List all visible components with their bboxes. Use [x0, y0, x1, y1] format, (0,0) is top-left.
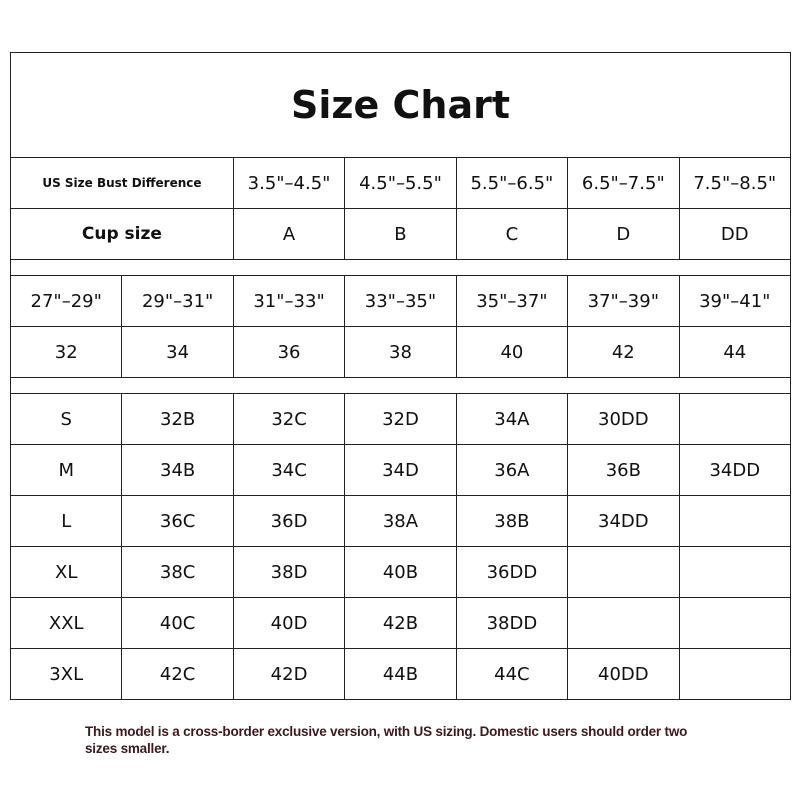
- size-row: L 36C 36D 38A 38B 34DD: [9, 495, 792, 547]
- band-size-cell: 44: [678, 326, 792, 378]
- bust-difference-cell: 3.5"–4.5": [232, 157, 346, 209]
- size-label-cell: M: [9, 444, 123, 496]
- size-cell: 36D: [232, 495, 346, 547]
- size-cell: 30DD: [567, 393, 680, 445]
- size-cell: 36C: [121, 495, 234, 547]
- cup-size-cell: DD: [678, 208, 792, 260]
- size-cell: 36B: [567, 444, 680, 496]
- size-cell: 40DD: [567, 648, 680, 700]
- size-chart-table: Size Chart US Size Bust Difference 3.5"–4…: [9, 52, 792, 700]
- size-cell: 34B: [121, 444, 234, 496]
- size-label-cell: L: [9, 495, 123, 547]
- band-size-cell: 38: [344, 326, 457, 378]
- size-cell: 34D: [344, 444, 457, 496]
- size-row: 3XL 42C 42D 44B 44C 40DD: [9, 648, 792, 700]
- size-cell: 38A: [344, 495, 457, 547]
- size-cell: 32D: [344, 393, 457, 445]
- size-label-cell: XL: [9, 546, 123, 598]
- size-cell: 44B: [344, 648, 457, 700]
- band-size-cell: 40: [455, 326, 569, 378]
- size-cell: 42D: [232, 648, 346, 700]
- size-cell: 36A: [455, 444, 569, 496]
- bust-difference-cell: 5.5"–6.5": [455, 157, 569, 209]
- cup-size-label: Cup size: [10, 208, 234, 260]
- band-size-cell: 42: [567, 326, 680, 378]
- band-range-cell: 27"–29": [9, 275, 123, 327]
- cup-size-cell: A: [232, 208, 346, 260]
- size-cell: [567, 546, 680, 598]
- band-size-cell: 32: [9, 326, 123, 378]
- band-range-cell: 37"–39": [567, 275, 680, 327]
- size-cell: [678, 495, 792, 547]
- size-cell: 40C: [121, 597, 234, 649]
- cup-size-cell: D: [567, 208, 680, 260]
- bust-difference-cell: 7.5"–8.5": [678, 157, 792, 209]
- band-range-cell: 29"–31": [121, 275, 234, 327]
- chart-title: Size Chart: [10, 52, 791, 158]
- size-cell: 44C: [455, 648, 569, 700]
- spacer-row: [10, 259, 791, 276]
- size-row: M 34B 34C 34D 36A 36B 34DD: [9, 444, 792, 496]
- size-cell: [678, 393, 792, 445]
- size-cell: [678, 648, 792, 700]
- size-cell: 34C: [232, 444, 346, 496]
- bust-difference-cell: 4.5"–5.5": [344, 157, 457, 209]
- size-cell: 38C: [121, 546, 234, 598]
- sizing-note: This model is a cross-border exclusive v…: [85, 724, 688, 756]
- size-cell: [678, 597, 792, 649]
- size-cell: 32B: [121, 393, 234, 445]
- size-cell: 42B: [344, 597, 457, 649]
- size-label-cell: S: [9, 393, 123, 445]
- size-cell: 38DD: [455, 597, 569, 649]
- size-cell: 34DD: [678, 444, 792, 496]
- cup-size-cell: C: [455, 208, 569, 260]
- band-range-cell: 39"–41": [678, 275, 792, 327]
- size-label-cell: XXL: [9, 597, 123, 649]
- band-size-cell: 34: [121, 326, 234, 378]
- band-size-cell: 36: [232, 326, 346, 378]
- band-range-cell: 35"–37": [455, 275, 569, 327]
- spacer-row: [10, 377, 791, 394]
- band-range-cell: 31"–33": [232, 275, 346, 327]
- size-label-cell: 3XL: [9, 648, 123, 700]
- size-cell: 36DD: [455, 546, 569, 598]
- size-row: XXL 40C 40D 42B 38DD: [9, 597, 792, 649]
- size-cell: 38D: [232, 546, 346, 598]
- size-cell: [678, 546, 792, 598]
- size-row: S 32B 32C 32D 34A 30DD: [9, 393, 792, 445]
- cup-size-cell: B: [344, 208, 457, 260]
- size-cell: 34A: [455, 393, 569, 445]
- size-cell: 32C: [232, 393, 346, 445]
- size-row: XL 38C 38D 40B 36DD: [9, 546, 792, 598]
- size-cell: 40D: [232, 597, 346, 649]
- size-cell: 34DD: [567, 495, 680, 547]
- size-cell: [567, 597, 680, 649]
- size-cell: 40B: [344, 546, 457, 598]
- bust-difference-label: US Size Bust Difference: [10, 157, 234, 209]
- size-cell: 38B: [455, 495, 569, 547]
- bust-difference-cell: 6.5"–7.5": [567, 157, 680, 209]
- size-cell: 42C: [121, 648, 234, 700]
- band-range-cell: 33"–35": [344, 275, 457, 327]
